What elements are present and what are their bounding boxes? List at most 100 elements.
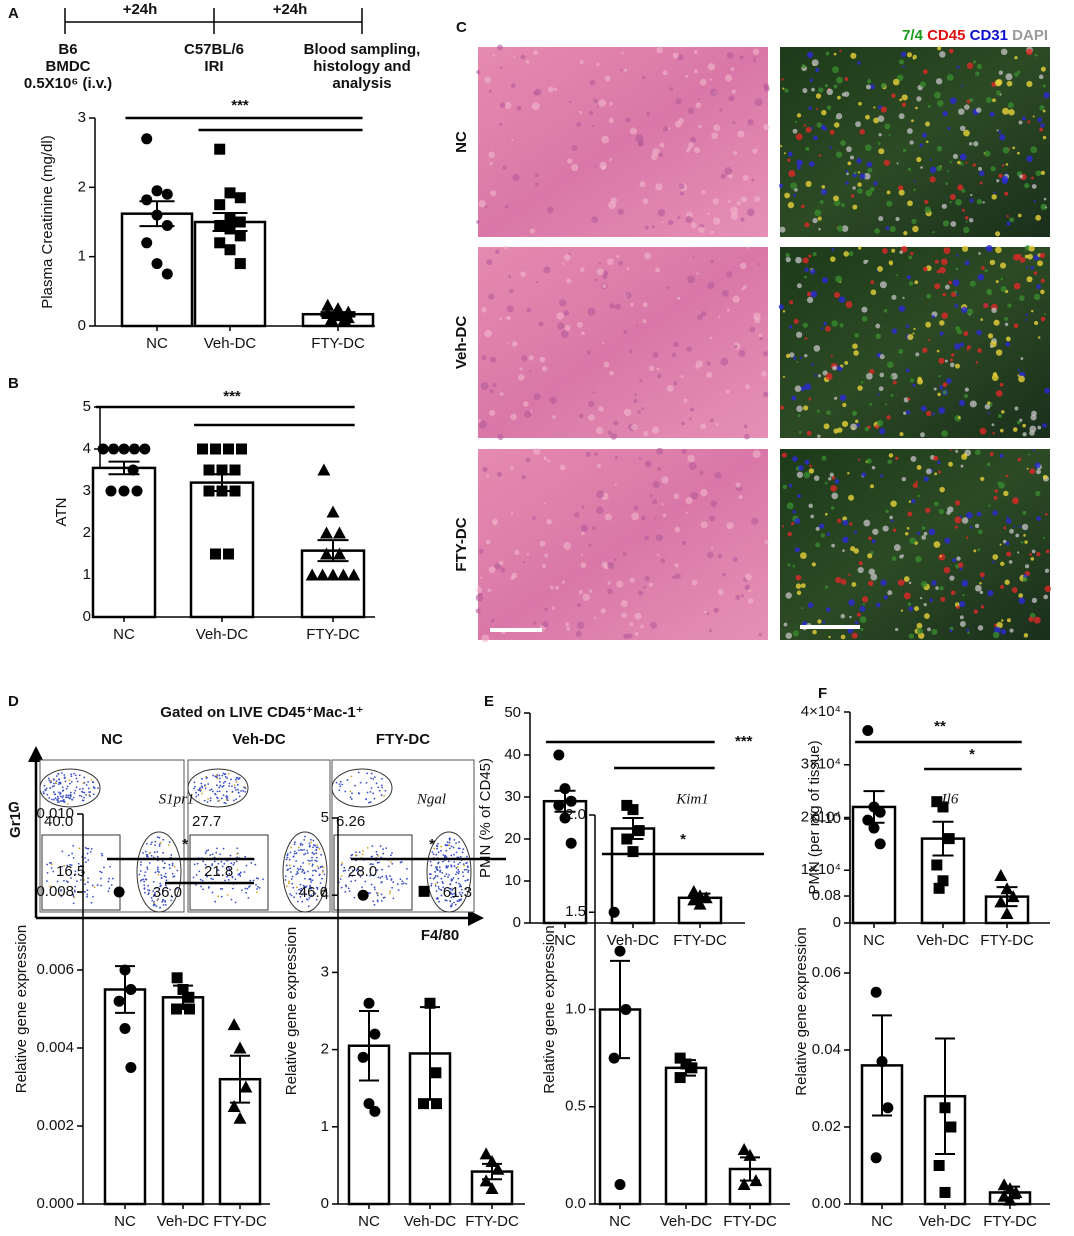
he-texture bbox=[700, 521, 708, 529]
flow-event bbox=[211, 891, 214, 894]
if-texture bbox=[880, 82, 887, 89]
if-texture bbox=[952, 279, 960, 287]
flow-event bbox=[144, 871, 147, 874]
data-point bbox=[224, 244, 236, 256]
data-point bbox=[127, 464, 139, 476]
if-texture bbox=[804, 383, 812, 391]
flow-event bbox=[76, 880, 78, 883]
if-texture bbox=[962, 245, 969, 252]
if-texture bbox=[999, 382, 1004, 387]
he-texture bbox=[591, 124, 595, 128]
gate bbox=[426, 831, 472, 913]
if-texture bbox=[826, 410, 831, 416]
if-texture bbox=[803, 471, 811, 479]
if-texture bbox=[809, 464, 812, 468]
flow-event bbox=[351, 853, 354, 856]
if-texture bbox=[805, 126, 812, 133]
flow-event bbox=[216, 784, 218, 787]
he-texture bbox=[510, 83, 516, 88]
data-point bbox=[680, 1058, 692, 1070]
if-texture bbox=[1045, 549, 1050, 554]
if-texture bbox=[832, 66, 839, 74]
he-texture bbox=[651, 225, 656, 229]
if-texture bbox=[792, 456, 798, 462]
if-texture bbox=[840, 203, 845, 208]
flow-event bbox=[199, 885, 202, 888]
he-texture bbox=[691, 579, 698, 586]
flow-event bbox=[300, 887, 303, 890]
flow-event bbox=[168, 863, 171, 866]
he-texture bbox=[519, 367, 523, 371]
if-texture bbox=[913, 188, 916, 192]
panel-label: E bbox=[484, 693, 494, 710]
if-texture bbox=[891, 556, 897, 561]
x-tick-label: NC bbox=[358, 1213, 380, 1230]
x-tick-label: NC bbox=[146, 335, 168, 352]
flow-event bbox=[201, 778, 203, 780]
he-texture bbox=[499, 317, 502, 321]
if-texture bbox=[1013, 525, 1016, 528]
he-texture bbox=[674, 526, 681, 533]
he-texture bbox=[737, 130, 745, 138]
he-texture bbox=[688, 141, 694, 148]
if-texture bbox=[907, 511, 913, 517]
if-texture bbox=[1043, 92, 1050, 99]
he-texture bbox=[563, 541, 571, 550]
data-point bbox=[627, 846, 639, 858]
if-texture bbox=[822, 620, 826, 624]
data-point bbox=[239, 1080, 253, 1093]
flow-event bbox=[242, 789, 245, 792]
flow-event bbox=[438, 866, 441, 869]
if-texture bbox=[1019, 257, 1026, 263]
if-texture bbox=[1039, 105, 1045, 111]
if-image bbox=[780, 247, 1050, 438]
data-point bbox=[125, 984, 137, 995]
if-texture bbox=[875, 323, 881, 329]
flow-event bbox=[219, 777, 221, 780]
if-texture bbox=[928, 528, 936, 536]
he-texture bbox=[674, 573, 681, 579]
if-texture bbox=[1016, 151, 1020, 155]
data-point bbox=[1000, 882, 1014, 895]
data-point bbox=[224, 213, 236, 225]
if-texture bbox=[906, 275, 911, 280]
if-texture bbox=[866, 79, 872, 84]
flow-event bbox=[225, 794, 228, 797]
he-texture bbox=[644, 535, 650, 541]
timeline-step: histology and bbox=[313, 58, 411, 75]
if-texture bbox=[835, 275, 843, 283]
if-texture bbox=[785, 256, 791, 263]
he-texture bbox=[547, 86, 554, 93]
flow-event bbox=[430, 873, 432, 876]
flow-event bbox=[399, 878, 402, 881]
y-tick-label: 2.0 bbox=[565, 806, 586, 823]
if-texture bbox=[942, 220, 950, 227]
if-texture bbox=[975, 361, 979, 364]
data-point bbox=[119, 1023, 131, 1034]
flow-event bbox=[67, 796, 70, 799]
if-texture bbox=[992, 554, 999, 560]
if-texture bbox=[1006, 551, 1012, 557]
if-texture bbox=[821, 109, 827, 116]
if-texture bbox=[865, 84, 871, 90]
flow-event bbox=[381, 777, 383, 780]
if-texture bbox=[831, 543, 835, 548]
if-texture bbox=[1031, 184, 1037, 189]
flow-event bbox=[138, 873, 141, 876]
he-texture bbox=[720, 357, 729, 366]
if-texture bbox=[994, 489, 998, 493]
if-texture bbox=[903, 411, 907, 415]
if-texture bbox=[812, 252, 817, 257]
he-texture bbox=[634, 393, 638, 397]
he-texture bbox=[591, 526, 596, 530]
he-texture bbox=[562, 262, 565, 265]
if-texture bbox=[957, 416, 961, 419]
he-texture bbox=[614, 303, 622, 310]
he-texture bbox=[499, 102, 506, 108]
flow-event bbox=[467, 866, 469, 868]
flow-event bbox=[312, 892, 315, 895]
y-tick-label: 0.0 bbox=[565, 1195, 586, 1212]
if-texture bbox=[998, 173, 1003, 178]
if-texture bbox=[919, 81, 926, 88]
data-point bbox=[870, 986, 882, 998]
